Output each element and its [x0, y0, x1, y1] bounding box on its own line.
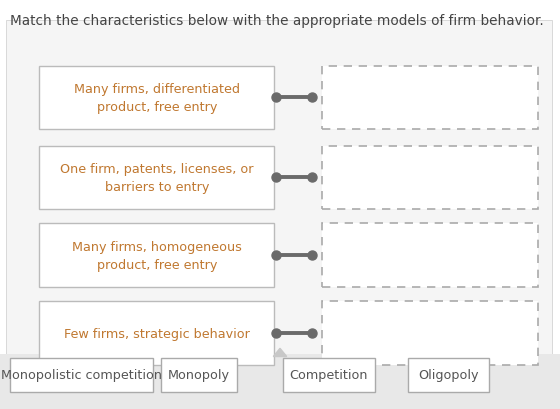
FancyBboxPatch shape	[6, 20, 552, 358]
Polygon shape	[273, 348, 287, 357]
Text: Monopoly: Monopoly	[168, 369, 230, 382]
FancyBboxPatch shape	[161, 358, 237, 392]
FancyBboxPatch shape	[39, 224, 274, 287]
Text: Oligopoly: Oligopoly	[418, 369, 479, 382]
FancyBboxPatch shape	[322, 302, 538, 365]
FancyBboxPatch shape	[322, 224, 538, 287]
FancyBboxPatch shape	[322, 146, 538, 210]
FancyBboxPatch shape	[39, 146, 274, 210]
FancyBboxPatch shape	[322, 66, 538, 130]
FancyBboxPatch shape	[39, 302, 274, 365]
FancyBboxPatch shape	[10, 358, 153, 392]
Text: Many firms, differentiated
product, free entry: Many firms, differentiated product, free…	[74, 83, 240, 113]
FancyBboxPatch shape	[39, 66, 274, 130]
Text: Few firms, strategic behavior: Few firms, strategic behavior	[64, 327, 250, 340]
Text: Competition: Competition	[290, 369, 368, 382]
Text: One firm, patents, licenses, or
barriers to entry: One firm, patents, licenses, or barriers…	[60, 163, 254, 193]
Text: Match the characteristics below with the appropriate models of firm behavior.: Match the characteristics below with the…	[10, 14, 544, 28]
FancyBboxPatch shape	[0, 354, 560, 409]
FancyBboxPatch shape	[283, 358, 375, 392]
Text: Monopolistic competition: Monopolistic competition	[1, 369, 162, 382]
FancyBboxPatch shape	[408, 358, 489, 392]
Text: Many firms, homogeneous
product, free entry: Many firms, homogeneous product, free en…	[72, 240, 242, 271]
